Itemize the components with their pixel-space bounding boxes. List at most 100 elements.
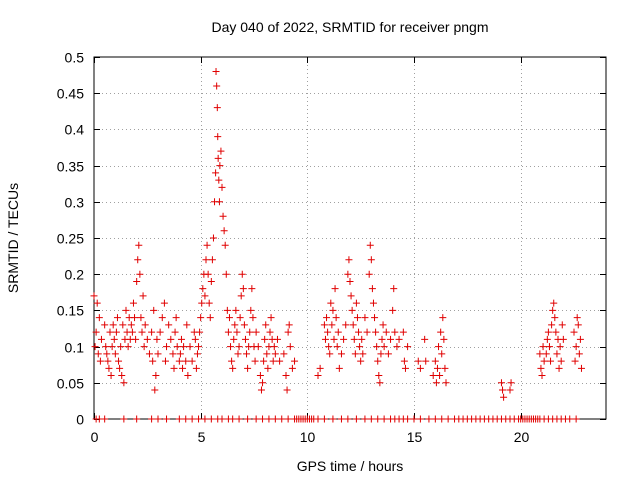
data-point: [335, 364, 343, 372]
data-point: [349, 321, 357, 329]
data-point: [224, 328, 232, 336]
data-point: [156, 328, 164, 336]
y-axis-label: SRMTID / TECUs: [5, 183, 21, 293]
data-point: [151, 386, 159, 394]
data-point: [429, 372, 437, 380]
data-point: [321, 335, 329, 343]
data-point: [229, 415, 237, 423]
data-point: [209, 234, 217, 242]
data-point: [549, 306, 557, 314]
data-point: [129, 299, 137, 307]
data-point: [244, 364, 252, 372]
data-point: [175, 415, 183, 423]
data-point: [182, 415, 190, 423]
data-point: [92, 328, 100, 336]
data-point: [165, 321, 173, 329]
data-point: [254, 343, 262, 351]
data-point: [212, 67, 220, 75]
data-point: [186, 343, 194, 351]
data-point: [438, 350, 446, 358]
data-point: [346, 277, 354, 285]
data-point: [422, 357, 430, 365]
data-point: [246, 328, 254, 336]
data-point: [161, 357, 169, 365]
data-point: [201, 415, 209, 423]
data-point: [365, 270, 373, 278]
data-point: [133, 277, 141, 285]
x-tick-label: 0: [91, 429, 99, 445]
data-point: [247, 306, 255, 314]
data-point: [230, 335, 238, 343]
data-point: [266, 328, 274, 336]
data-point: [117, 343, 125, 351]
data-point: [219, 212, 227, 220]
data-point: [225, 314, 233, 322]
data-point: [120, 415, 128, 423]
data-point: [367, 256, 375, 264]
data-point: [115, 357, 123, 365]
data-point: [205, 299, 213, 307]
data-point: [404, 343, 412, 351]
data-point: [136, 270, 144, 278]
data-point: [410, 415, 418, 423]
data-point: [175, 357, 183, 365]
data-point: [237, 292, 245, 300]
data-point: [91, 343, 99, 351]
data-point: [379, 321, 387, 329]
data-point: [148, 415, 156, 423]
y-tick-label: 0.3: [65, 195, 85, 211]
data-point: [280, 350, 288, 358]
data-point: [243, 350, 251, 358]
data-point: [543, 335, 551, 343]
data-point: [223, 306, 231, 314]
data-point: [435, 343, 443, 351]
data-point: [172, 314, 180, 322]
data-point: [134, 256, 142, 264]
data-point: [547, 357, 555, 365]
data-point: [314, 372, 322, 380]
data-point: [90, 292, 98, 300]
y-tick-label: 0.35: [57, 159, 84, 175]
data-point: [239, 285, 247, 293]
data-point: [261, 335, 269, 343]
data-point: [395, 335, 403, 343]
data-point: [139, 292, 147, 300]
data-point: [340, 335, 348, 343]
data-point: [342, 321, 350, 329]
data-point: [222, 270, 230, 278]
data-point: [191, 335, 199, 343]
data-point: [116, 364, 124, 372]
data-point: [153, 335, 161, 343]
data-point: [203, 241, 211, 249]
data-point: [507, 379, 515, 387]
data-point: [575, 350, 583, 358]
data-point: [252, 328, 260, 336]
data-point: [167, 335, 175, 343]
y-tick-label: 0: [76, 412, 84, 428]
data-point: [330, 335, 338, 343]
data-point: [368, 285, 376, 293]
data-point: [118, 372, 126, 380]
data-point: [286, 343, 294, 351]
data-point: [110, 335, 118, 343]
data-point: [217, 147, 225, 155]
data-point: [334, 328, 342, 336]
data-point: [366, 241, 374, 249]
data-point: [348, 306, 356, 314]
data-point: [441, 364, 449, 372]
data-point: [248, 285, 256, 293]
data-point: [184, 372, 192, 380]
data-point: [393, 343, 401, 351]
data-point: [390, 285, 398, 293]
data-point: [550, 299, 558, 307]
data-point: [537, 364, 545, 372]
data-point: [284, 328, 292, 336]
data-point: [201, 292, 209, 300]
data-point: [380, 415, 388, 423]
data-point: [263, 350, 271, 358]
data-point: [399, 328, 407, 336]
data-point: [196, 328, 204, 336]
data-point: [572, 343, 580, 351]
data-point: [337, 415, 345, 423]
